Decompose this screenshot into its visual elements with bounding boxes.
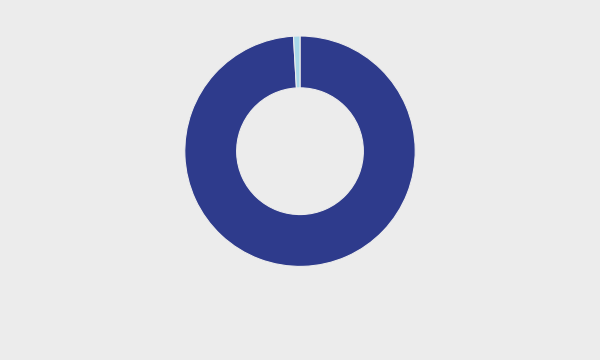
Wedge shape [185,36,415,266]
Wedge shape [293,36,300,88]
